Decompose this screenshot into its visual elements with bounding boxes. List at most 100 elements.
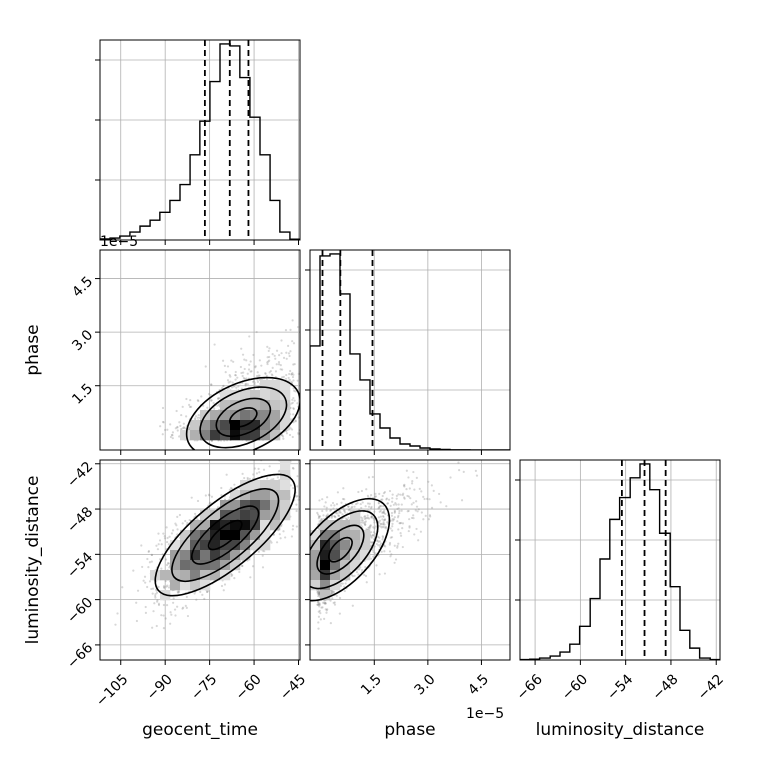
sample-point bbox=[240, 347, 243, 350]
x-tick-label-luminosity_distance-2: −54 bbox=[604, 671, 636, 703]
sample-point bbox=[290, 428, 294, 431]
y-tick-label-phase-2: 4.5 bbox=[69, 274, 96, 301]
sample-point bbox=[275, 363, 278, 366]
sample-point bbox=[163, 428, 167, 432]
sample-point bbox=[300, 452, 302, 454]
sample-point bbox=[291, 319, 294, 322]
sample-point bbox=[189, 405, 193, 408]
sample-point bbox=[284, 536, 287, 539]
sample-point bbox=[292, 363, 295, 366]
sample-point bbox=[287, 376, 290, 380]
sample-point bbox=[303, 405, 305, 407]
sample-point bbox=[282, 454, 284, 456]
sample-point bbox=[243, 476, 246, 480]
sample-point bbox=[289, 350, 292, 353]
sample-point bbox=[226, 365, 230, 368]
sample-point bbox=[155, 624, 158, 628]
sample-point bbox=[282, 356, 286, 359]
sample-point bbox=[208, 502, 211, 505]
sample-point bbox=[304, 495, 306, 497]
sample-point bbox=[181, 405, 184, 408]
sample-point bbox=[210, 383, 213, 386]
x-tick-label-luminosity_distance-1: −60 bbox=[559, 671, 591, 703]
sample-point bbox=[271, 374, 274, 377]
sample-point bbox=[344, 351, 346, 353]
sample-point bbox=[160, 543, 163, 546]
sample-point bbox=[318, 461, 320, 463]
sample-point bbox=[234, 374, 237, 377]
sample-point bbox=[270, 373, 273, 376]
sample-point bbox=[245, 359, 248, 362]
sample-point bbox=[293, 399, 296, 402]
sample-point bbox=[204, 494, 207, 497]
histogram-step-luminosity_distance bbox=[520, 463, 720, 660]
sample-point bbox=[257, 467, 260, 470]
sample-point bbox=[255, 472, 259, 475]
sample-point bbox=[230, 574, 233, 578]
y-tick-label-phase-1: 3.0 bbox=[69, 327, 96, 354]
panel-border bbox=[309, 249, 511, 451]
sample-point bbox=[170, 532, 174, 535]
sample-point bbox=[232, 385, 235, 388]
sample-point bbox=[295, 503, 298, 506]
sample-point bbox=[279, 537, 282, 540]
sample-point bbox=[236, 376, 239, 379]
sample-point bbox=[292, 467, 295, 470]
sample-point bbox=[171, 529, 175, 532]
sample-point bbox=[197, 414, 200, 417]
sample-point bbox=[234, 373, 237, 377]
sample-point bbox=[178, 421, 181, 424]
sample-point bbox=[172, 597, 175, 600]
sample-point bbox=[151, 626, 154, 629]
sample-point bbox=[256, 378, 259, 381]
sample-point bbox=[295, 509, 298, 513]
sample-point bbox=[185, 595, 188, 599]
sample-point bbox=[243, 367, 246, 371]
sample-point bbox=[200, 395, 203, 398]
hist-luminosity_distance: −66 −60 −54 −48 −42 bbox=[514, 459, 727, 704]
sample-point bbox=[289, 328, 292, 331]
sample-point bbox=[196, 399, 199, 402]
sample-point bbox=[289, 369, 292, 373]
sample-point bbox=[114, 623, 117, 626]
sample-point bbox=[157, 532, 160, 535]
sample-point bbox=[241, 353, 245, 356]
sample-point bbox=[152, 587, 155, 590]
sample-point bbox=[268, 371, 271, 374]
sample-point bbox=[150, 560, 153, 563]
sample-point bbox=[248, 477, 251, 480]
sample-point bbox=[234, 370, 237, 374]
sample-point bbox=[285, 373, 288, 377]
sample-point bbox=[297, 433, 300, 436]
sample-point bbox=[85, 633, 87, 635]
sample-point bbox=[165, 540, 169, 544]
sample-point bbox=[182, 426, 185, 429]
sample-point bbox=[271, 453, 273, 455]
sample-point bbox=[281, 376, 284, 379]
sample-point bbox=[243, 377, 246, 381]
sample-point bbox=[239, 365, 242, 369]
scatter-geocent_time-vs-phase-plot-area bbox=[100, 250, 346, 450]
sample-point bbox=[301, 377, 303, 379]
sample-point bbox=[183, 427, 186, 430]
sample-point bbox=[311, 371, 313, 373]
sample-point bbox=[312, 467, 314, 469]
sample-point bbox=[252, 473, 255, 476]
sample-point bbox=[330, 378, 332, 380]
sample-point bbox=[268, 347, 271, 350]
sample-point bbox=[250, 370, 253, 373]
sample-point bbox=[313, 385, 315, 387]
sample-point bbox=[162, 603, 165, 607]
sample-point bbox=[233, 483, 236, 486]
sample-point bbox=[169, 611, 172, 614]
sample-point bbox=[141, 565, 144, 569]
sample-point bbox=[147, 566, 150, 569]
sample-point bbox=[256, 380, 260, 384]
sample-point bbox=[251, 565, 255, 568]
sample-point bbox=[294, 420, 297, 423]
sample-point bbox=[301, 389, 303, 391]
sample-point bbox=[291, 435, 294, 439]
sample-point bbox=[323, 420, 325, 422]
sample-point bbox=[314, 385, 316, 387]
sample-point bbox=[230, 386, 234, 389]
